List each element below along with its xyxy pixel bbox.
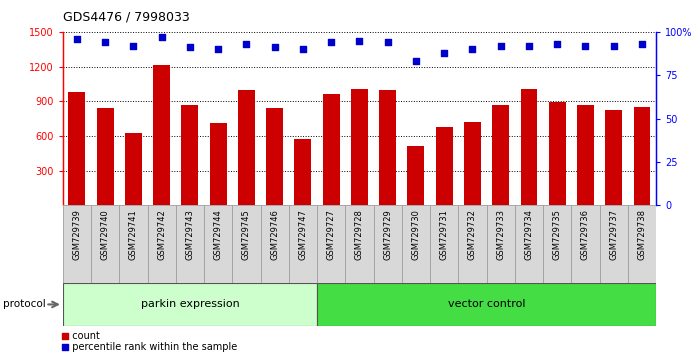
Text: GSM729744: GSM729744 xyxy=(214,209,223,260)
Bar xyxy=(181,105,198,205)
Text: GSM729730: GSM729730 xyxy=(412,209,420,260)
Point xyxy=(100,39,111,45)
Point xyxy=(608,43,619,48)
Bar xyxy=(346,205,373,283)
Text: GSM729729: GSM729729 xyxy=(383,209,392,260)
Text: count: count xyxy=(66,331,101,341)
Text: percentile rank within the sample: percentile rank within the sample xyxy=(66,342,237,352)
Bar xyxy=(63,205,91,283)
Bar xyxy=(543,205,572,283)
Bar xyxy=(204,205,232,283)
Bar xyxy=(238,90,255,205)
Bar xyxy=(289,205,317,283)
Bar xyxy=(63,283,317,326)
Bar xyxy=(408,146,424,205)
Text: GSM729747: GSM729747 xyxy=(299,209,307,260)
Point xyxy=(382,39,393,45)
Bar xyxy=(492,105,510,205)
Text: GSM729734: GSM729734 xyxy=(524,209,533,260)
Bar xyxy=(379,90,396,205)
Bar xyxy=(295,139,311,205)
Bar xyxy=(628,205,656,283)
Text: GSM729737: GSM729737 xyxy=(609,209,618,260)
Text: GSM729732: GSM729732 xyxy=(468,209,477,260)
Point xyxy=(156,34,168,40)
Bar xyxy=(600,205,628,283)
Bar xyxy=(515,205,543,283)
Bar xyxy=(119,205,147,283)
Bar xyxy=(572,205,600,283)
Bar xyxy=(154,65,170,205)
Text: GSM729746: GSM729746 xyxy=(270,209,279,260)
Point xyxy=(269,45,281,50)
Bar xyxy=(317,283,656,326)
Bar xyxy=(487,205,515,283)
Bar xyxy=(68,92,85,205)
Point xyxy=(410,58,422,64)
Text: GSM729741: GSM729741 xyxy=(129,209,138,260)
Point xyxy=(438,50,450,56)
Bar xyxy=(260,205,289,283)
Bar xyxy=(549,102,565,205)
Bar xyxy=(402,205,430,283)
Point xyxy=(71,36,82,42)
Bar xyxy=(317,205,346,283)
Bar xyxy=(351,88,368,205)
Text: GSM729728: GSM729728 xyxy=(355,209,364,260)
Bar xyxy=(464,122,481,205)
Bar xyxy=(266,108,283,205)
Bar xyxy=(373,205,402,283)
Bar xyxy=(577,105,594,205)
Point xyxy=(213,46,224,52)
Point xyxy=(495,43,506,48)
Text: GSM729733: GSM729733 xyxy=(496,209,505,260)
Text: protocol: protocol xyxy=(3,299,46,309)
Point xyxy=(326,39,337,45)
Bar xyxy=(459,205,487,283)
Point xyxy=(580,43,591,48)
Text: GSM729743: GSM729743 xyxy=(186,209,195,260)
Bar xyxy=(91,205,119,283)
Point xyxy=(467,46,478,52)
Text: GSM729742: GSM729742 xyxy=(157,209,166,260)
Bar xyxy=(232,205,260,283)
Text: GSM729745: GSM729745 xyxy=(242,209,251,260)
Text: GSM729736: GSM729736 xyxy=(581,209,590,260)
Bar xyxy=(322,94,340,205)
Point xyxy=(551,41,563,47)
Text: GDS4476 / 7998033: GDS4476 / 7998033 xyxy=(63,11,190,24)
Text: parkin expression: parkin expression xyxy=(140,299,239,309)
Bar xyxy=(634,107,651,205)
Bar xyxy=(125,133,142,205)
Bar xyxy=(176,205,204,283)
Bar xyxy=(97,108,114,205)
Bar xyxy=(521,88,537,205)
Text: GSM729727: GSM729727 xyxy=(327,209,336,260)
Text: GSM729739: GSM729739 xyxy=(73,209,82,260)
Point xyxy=(184,45,195,50)
Text: GSM729731: GSM729731 xyxy=(440,209,449,260)
Bar xyxy=(209,123,227,205)
Point xyxy=(524,43,535,48)
Point xyxy=(128,43,139,48)
Text: GSM729735: GSM729735 xyxy=(553,209,562,260)
Text: GSM729738: GSM729738 xyxy=(637,209,646,260)
Text: GSM729740: GSM729740 xyxy=(101,209,110,260)
Point xyxy=(241,41,252,47)
Bar xyxy=(605,110,622,205)
Bar xyxy=(436,127,453,205)
Text: vector control: vector control xyxy=(448,299,526,309)
Bar xyxy=(147,205,176,283)
Point xyxy=(297,46,309,52)
Bar xyxy=(430,205,459,283)
Point xyxy=(354,38,365,44)
Point xyxy=(637,41,648,47)
